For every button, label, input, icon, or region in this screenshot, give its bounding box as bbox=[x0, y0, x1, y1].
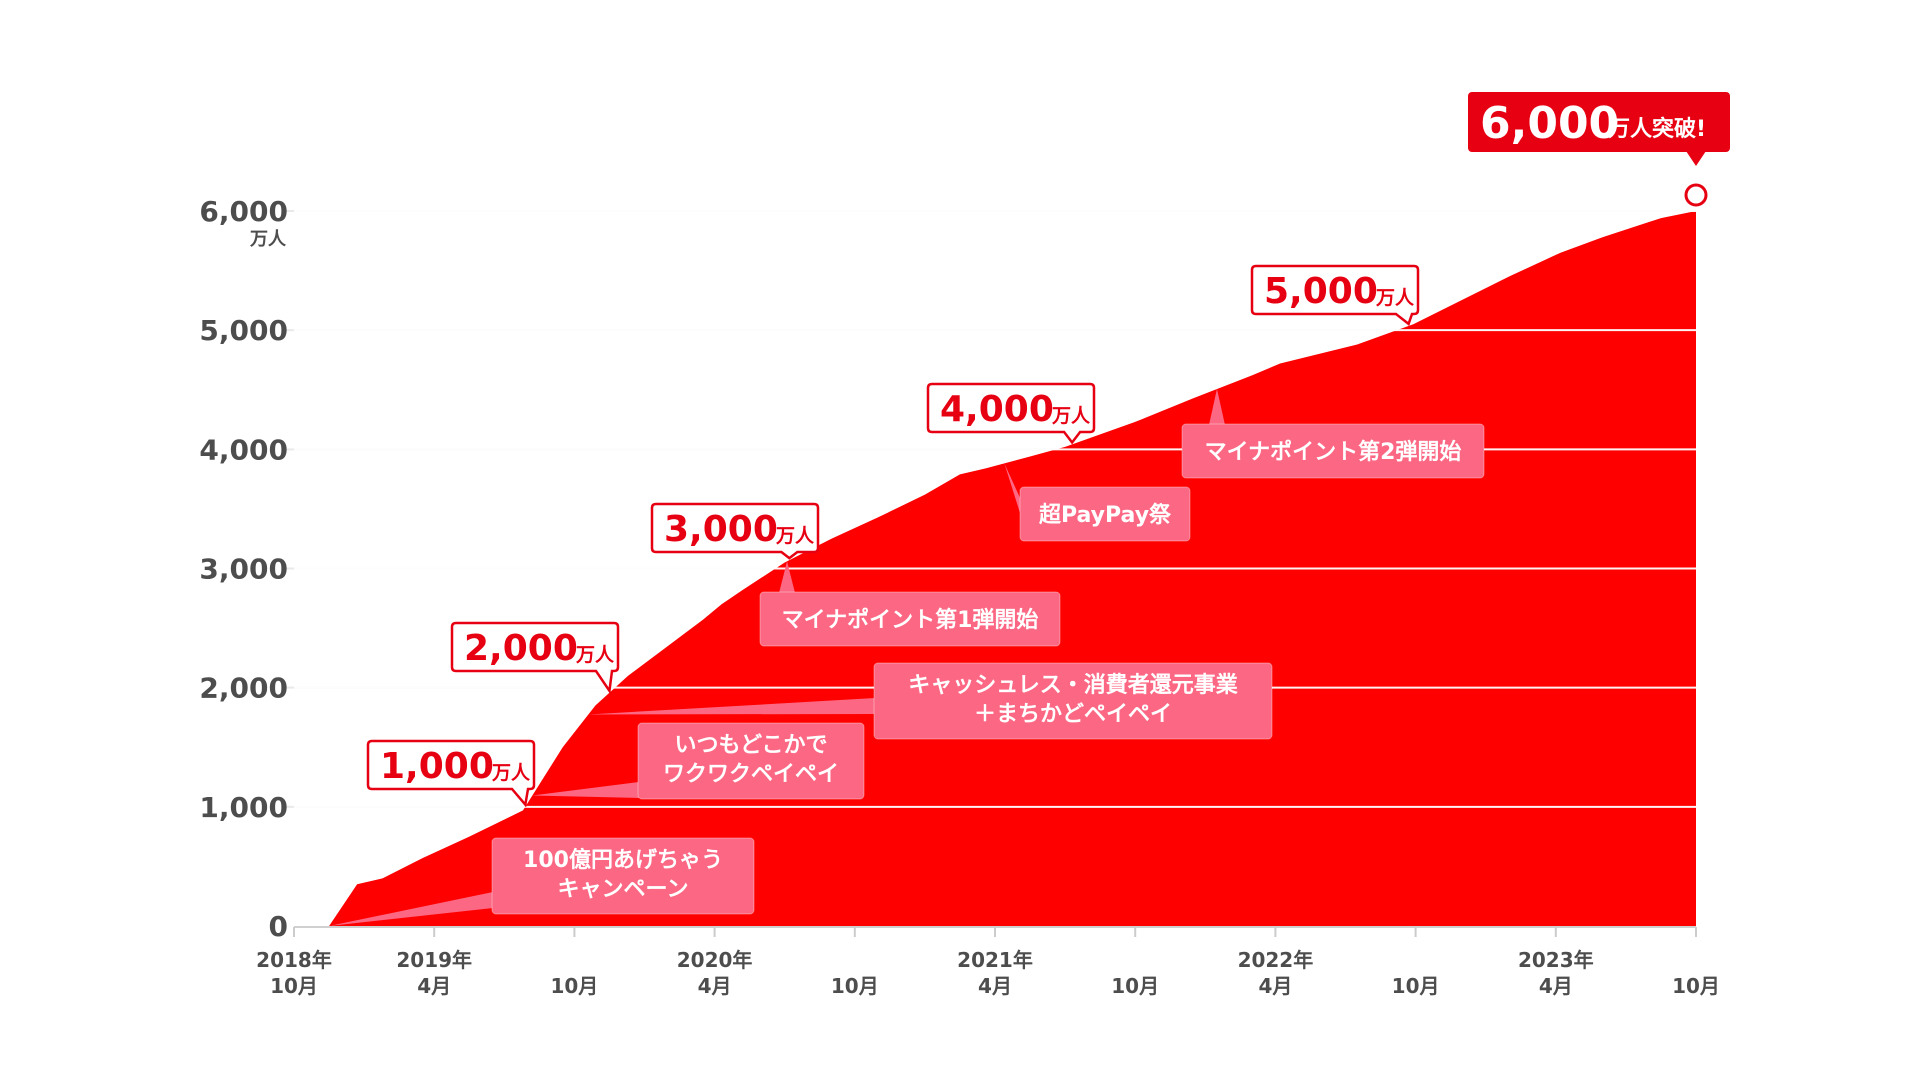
final-value: 6,000 bbox=[1480, 98, 1619, 149]
x-tick-label-year: 2019年 bbox=[396, 948, 472, 972]
milestone-box bbox=[926, 382, 1096, 445]
y-unit-label: 万人 bbox=[249, 229, 287, 250]
x-tick-label-month: 10月 bbox=[1111, 974, 1159, 998]
x-tick-label-month: 10月 bbox=[1392, 974, 1440, 998]
event-box bbox=[1181, 423, 1485, 479]
event-label: 100億円あげちゃう bbox=[523, 847, 723, 873]
milestone-unit: 万人 bbox=[1375, 287, 1415, 309]
x-tick-label-month: 4月 bbox=[698, 974, 732, 998]
event-label: ワクワクペイペイ bbox=[663, 762, 839, 787]
event-box bbox=[637, 722, 865, 800]
event-pointer bbox=[532, 782, 639, 798]
x-tick-label-year: 2021年 bbox=[957, 948, 1033, 972]
event-callout: 超PayPay祭 bbox=[1004, 463, 1191, 542]
event-callout: キャッシュレス・消費者還元事業 ＋まちかどペイペイ bbox=[588, 662, 1273, 740]
milestone-unit: 万人 bbox=[1051, 405, 1091, 427]
y-tick-label: 2,000 bbox=[199, 672, 288, 705]
y-tick-label: 5,000 bbox=[199, 314, 288, 347]
event-label: キャンペーン bbox=[558, 877, 689, 902]
event-label: 超PayPay祭 bbox=[1039, 502, 1172, 528]
event-label: マイナポイント第1弾開始 bbox=[782, 607, 1039, 633]
event-pointer bbox=[1208, 389, 1225, 425]
event-pointer bbox=[1004, 463, 1021, 516]
event-box bbox=[491, 837, 755, 915]
y-tick-label: 3,000 bbox=[199, 553, 288, 586]
axes: 01,0002,0003,0004,0005,0006,000万人2018年10… bbox=[199, 195, 1720, 998]
event-box bbox=[873, 662, 1273, 740]
event-pointer bbox=[329, 892, 493, 926]
milestone-value: 5,000 bbox=[1264, 271, 1378, 312]
event-callouts: 100億円あげちゃうキャンペーンいつもどこかでワクワクペイペイキャッシュレス・消… bbox=[329, 389, 1485, 926]
final-pointer bbox=[1686, 151, 1706, 166]
milestone-box bbox=[366, 739, 536, 808]
milestone-value: 4,000 bbox=[940, 389, 1054, 430]
event-box bbox=[759, 591, 1061, 647]
x-tick-label-month: 10月 bbox=[831, 974, 879, 998]
event-pointer bbox=[779, 561, 796, 593]
milestone-box bbox=[1250, 264, 1420, 326]
milestone-value: 2,000 bbox=[464, 628, 578, 669]
event-pointer bbox=[588, 698, 875, 715]
final-point-marker bbox=[1684, 183, 1708, 207]
milestone-box bbox=[450, 621, 620, 695]
event-label: ＋まちかどペイペイ bbox=[974, 702, 1172, 727]
x-tick-label-month: 10月 bbox=[270, 974, 318, 998]
x-tick-label-month: 4月 bbox=[417, 974, 451, 998]
final-unit: 万人突破! bbox=[1607, 116, 1706, 142]
x-tick-label-year: 2020年 bbox=[677, 948, 753, 972]
x-tick-label-month: 4月 bbox=[978, 974, 1012, 998]
y-tick-label: 4,000 bbox=[199, 433, 288, 466]
milestone-value: 3,000 bbox=[664, 509, 778, 550]
x-tick-label-year: 2018年 bbox=[256, 948, 332, 972]
event-callout: マイナポイント第2弾開始 bbox=[1181, 389, 1485, 479]
y-tick-label: 0 bbox=[269, 910, 288, 943]
x-tick-label-year: 2023年 bbox=[1518, 948, 1594, 972]
milestone-unit: 万人 bbox=[575, 644, 615, 666]
milestone-unit: 万人 bbox=[775, 525, 815, 547]
event-label: キャッシュレス・消費者還元事業 bbox=[908, 672, 1239, 698]
x-tick-label-month: 4月 bbox=[1258, 974, 1292, 998]
milestone-unit: 万人 bbox=[491, 762, 531, 784]
event-box bbox=[1019, 486, 1191, 542]
x-tick-label-month: 10月 bbox=[550, 974, 598, 998]
milestone-value: 1,000 bbox=[380, 746, 494, 787]
milestone-box bbox=[650, 502, 820, 560]
y-tick-label: 6,000 bbox=[199, 195, 288, 228]
event-label: いつもどこかで bbox=[675, 733, 828, 758]
final-box bbox=[1468, 92, 1730, 152]
event-label: マイナポイント第2弾開始 bbox=[1205, 439, 1462, 465]
y-tick-label: 1,000 bbox=[199, 791, 288, 824]
x-tick-label-month: 4月 bbox=[1539, 974, 1573, 998]
event-callout: マイナポイント第1弾開始 bbox=[759, 561, 1061, 647]
x-tick-label-month: 10月 bbox=[1672, 974, 1720, 998]
x-tick-label-year: 2022年 bbox=[1238, 948, 1314, 972]
